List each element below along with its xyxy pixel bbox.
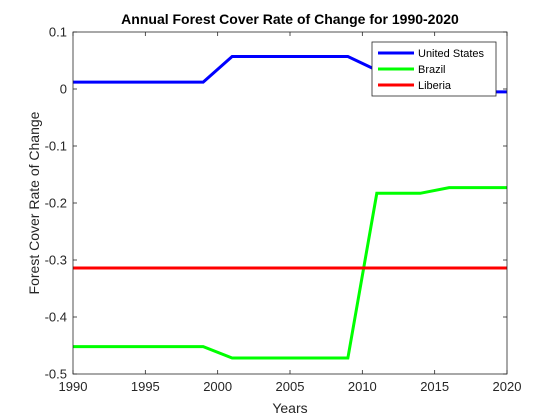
y-axis-title: Forest Cover Rate of Change (26, 111, 42, 294)
y-tick-label: 0 (60, 82, 67, 97)
y-tick-label: -0.5 (45, 367, 67, 382)
x-tick-label: 2010 (348, 379, 377, 394)
x-axis-title: Years (272, 400, 307, 416)
legend-label: Liberia (418, 80, 452, 92)
legend-label: United States (418, 48, 485, 60)
series-line-brazil (73, 186, 507, 360)
x-tick-label: 2000 (203, 379, 232, 394)
y-tick-label: -0.3 (45, 253, 67, 268)
legend: United States Brazil Liberia (371, 41, 497, 97)
x-tick-label: 1990 (59, 379, 88, 394)
axes-layer: 1990 1995 2000 2005 2010 2015 2020 0.1 0 -0.1 -0.2… (45, 25, 522, 395)
x-tick-label: 1995 (131, 379, 160, 394)
legend-label: Brazil (418, 64, 446, 76)
y-tick-label: -0.2 (45, 196, 67, 211)
y-tick-label: 0.1 (49, 25, 67, 40)
chart-title: Annual Forest Cover Rate of Change for 1… (121, 11, 459, 27)
x-tick-label: 2020 (493, 379, 522, 394)
y-tick-label: -0.4 (45, 310, 67, 325)
x-tick-label: 2005 (276, 379, 305, 394)
x-tick-label: 2015 (420, 379, 449, 394)
y-tick-label: -0.1 (45, 139, 67, 154)
